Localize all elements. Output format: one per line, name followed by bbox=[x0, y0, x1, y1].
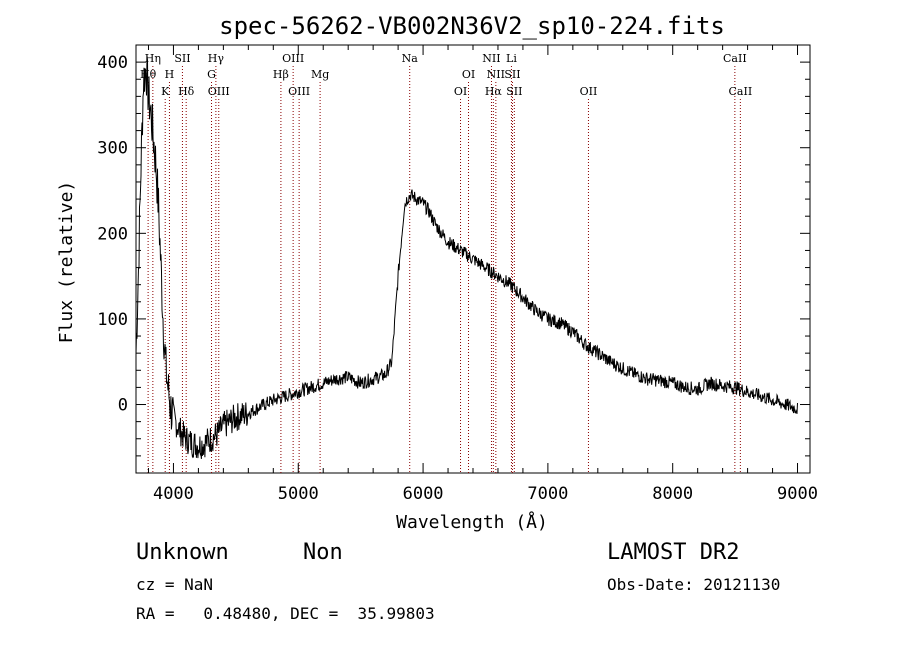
line-marker-label: H bbox=[165, 68, 175, 81]
line-marker-label: Hη bbox=[145, 52, 161, 65]
line-marker-label: Hβ bbox=[273, 68, 289, 81]
line-marker-label: Hα bbox=[485, 85, 503, 98]
line-marker-label: SII bbox=[506, 85, 522, 98]
object-subclass: Non bbox=[303, 540, 343, 565]
line-marker-label: OII bbox=[580, 85, 598, 98]
line-marker-label: CaII bbox=[723, 52, 747, 65]
y-tick-label: 300 bbox=[97, 139, 128, 159]
y-axis: 0 100 200 300 400 bbox=[97, 44, 810, 457]
line-marker-label: SII bbox=[174, 52, 190, 65]
plot-frame bbox=[135, 44, 811, 474]
line-marker-label: OIII bbox=[208, 85, 230, 98]
x-axis: 4000 5000 6000 7000 8000 9000 bbox=[147, 45, 818, 504]
line-marker-label: G bbox=[207, 68, 216, 81]
line-marker-label: CaII bbox=[729, 85, 753, 98]
y-tick-label: 0 bbox=[118, 396, 128, 416]
object-class: Unknown bbox=[136, 540, 229, 565]
y-tick-label: 100 bbox=[97, 310, 128, 330]
x-tick-label: 6000 bbox=[403, 484, 444, 504]
x-axis-label: Wavelength (Å) bbox=[396, 511, 548, 533]
line-marker-label: Hγ bbox=[208, 52, 225, 65]
x-tick-label: 5000 bbox=[278, 484, 319, 504]
spectrum-chart: spec-56262-VB002N36V2_sp10-224.fits Hη Hθ… bbox=[56, 12, 818, 533]
ra-dec: RA = 0.48480, DEC = 35.99803 bbox=[136, 604, 435, 623]
line-marker-label: OIII bbox=[288, 85, 310, 98]
line-marker-label: OI bbox=[454, 85, 467, 98]
line-marker-label: NII bbox=[487, 68, 505, 81]
y-tick-label: 200 bbox=[97, 224, 128, 244]
line-marker-label: Mg bbox=[311, 68, 329, 81]
line-marker-label: Na bbox=[402, 52, 419, 65]
line-marker-label: K bbox=[161, 85, 170, 98]
line-marker-label: Li bbox=[506, 52, 517, 65]
x-tick-label: 8000 bbox=[652, 484, 693, 504]
x-tick-label: 4000 bbox=[153, 484, 194, 504]
y-tick-label: 400 bbox=[97, 53, 128, 73]
x-tick-label: 7000 bbox=[527, 484, 568, 504]
y-axis-label: Flux (relative) bbox=[56, 181, 77, 344]
obs-date: Obs-Date: 20121130 bbox=[607, 575, 781, 594]
spectrum-line bbox=[135, 55, 798, 459]
line-marker-label: NII bbox=[482, 52, 500, 65]
redshift-cz: cz = NaN bbox=[136, 575, 214, 594]
line-marker-label: SII bbox=[504, 68, 520, 81]
line-marker-label: OI bbox=[462, 68, 475, 81]
survey-name: LAMOST DR2 bbox=[607, 540, 740, 565]
chart-title: spec-56262-VB002N36V2_sp10-224.fits bbox=[219, 12, 725, 40]
line-marker-label: Hδ bbox=[178, 85, 195, 98]
line-marker-label: Hθ bbox=[140, 68, 157, 81]
line-marker-label: OIII bbox=[282, 52, 304, 65]
x-tick-label: 9000 bbox=[777, 484, 818, 504]
